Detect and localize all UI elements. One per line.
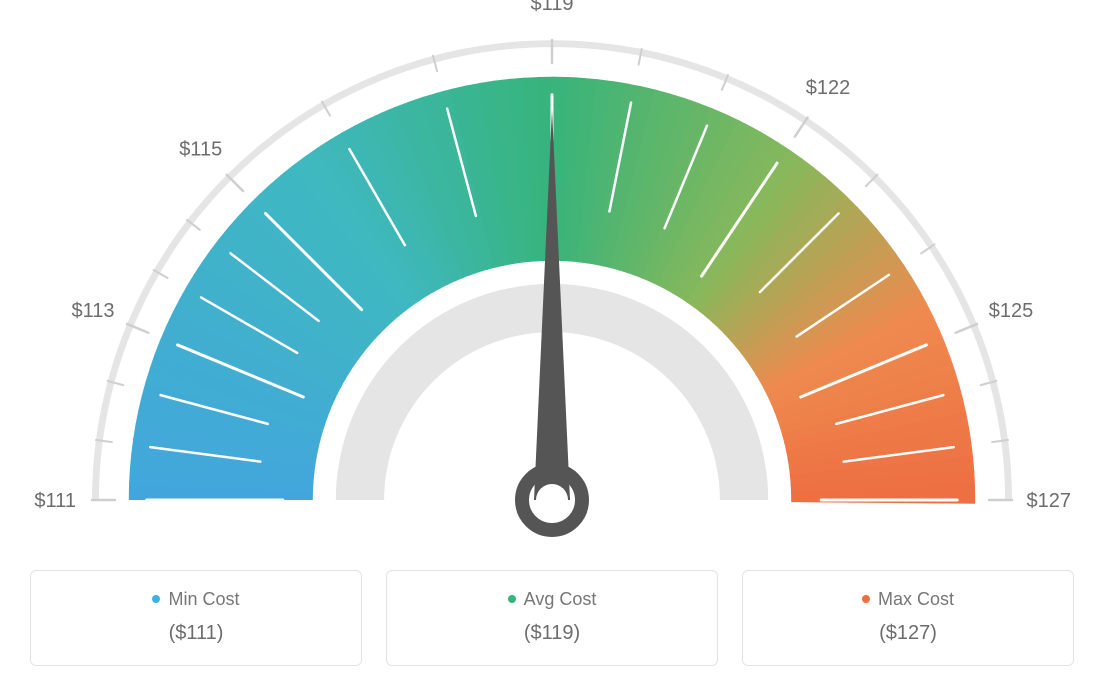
legend-title-max: Max Cost (753, 589, 1063, 610)
dot-icon (862, 595, 870, 603)
legend-card-max: Max Cost ($127) (742, 570, 1074, 666)
legend-card-min: Min Cost ($111) (30, 570, 362, 666)
dot-icon (508, 595, 516, 603)
svg-text:$119: $119 (530, 0, 573, 15)
legend-label: Min Cost (168, 589, 239, 609)
svg-text:$125: $125 (989, 300, 1034, 322)
legend-card-avg: Avg Cost ($119) (386, 570, 718, 666)
svg-text:$127: $127 (1027, 490, 1072, 512)
legend-label: Max Cost (878, 589, 954, 609)
legend-row: Min Cost ($111) Avg Cost ($119) Max Cost… (0, 560, 1104, 666)
legend-label: Avg Cost (524, 589, 597, 609)
dot-icon (152, 595, 160, 603)
svg-text:$113: $113 (72, 300, 115, 322)
svg-text:$111: $111 (34, 490, 76, 512)
legend-value-min: ($111) (41, 622, 351, 645)
gauge-chart: $111 $113 $115 $119 $122 $125 $127 (0, 0, 1104, 560)
legend-title-avg: Avg Cost (397, 589, 707, 610)
svg-text:$115: $115 (179, 139, 222, 161)
legend-value-avg: ($119) (397, 622, 707, 645)
legend-title-min: Min Cost (41, 589, 351, 610)
svg-text:$122: $122 (806, 77, 851, 99)
legend-value-max: ($127) (753, 622, 1063, 645)
